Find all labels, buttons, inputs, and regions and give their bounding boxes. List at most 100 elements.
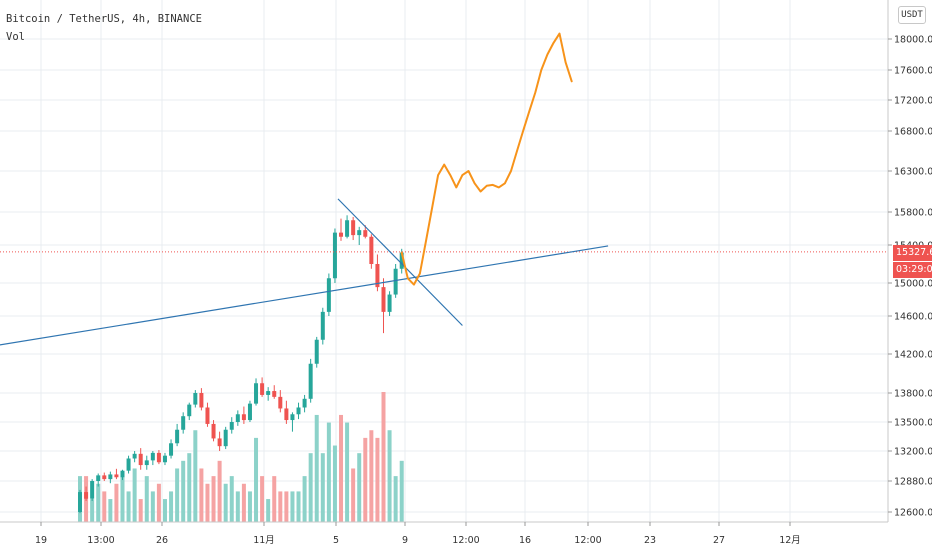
price-tick-label: 18000.00 xyxy=(894,35,932,46)
candle-body xyxy=(369,236,374,264)
volume-bar xyxy=(114,483,119,522)
volume-bar xyxy=(169,491,174,522)
candle-body xyxy=(217,438,222,447)
time-tick-label: 27 xyxy=(713,535,725,546)
candlesticks xyxy=(78,215,404,514)
time-tick-label: 16 xyxy=(519,535,531,546)
candle-body xyxy=(290,414,295,421)
time-tick-label: 19 xyxy=(35,535,47,546)
time-tick-label: 23 xyxy=(644,535,656,546)
volume-bar xyxy=(302,476,307,522)
candle-body xyxy=(314,339,319,364)
time-axis: 19 13:00 26 11月 5 9 12:00 16 12:00 23 27 12月 xyxy=(0,521,888,550)
volume-bar xyxy=(138,499,143,522)
price-tick-label: 15000.00 xyxy=(894,279,932,290)
trendline-falling-resistance xyxy=(337,198,463,326)
volume-bar xyxy=(229,476,234,522)
volume-bar xyxy=(156,483,161,522)
candle-body xyxy=(144,460,149,466)
candle-body xyxy=(235,414,240,422)
price-tick-label: 14600.00 xyxy=(894,312,932,323)
candle-body xyxy=(138,453,143,466)
candle-body xyxy=(332,232,337,279)
candle-body xyxy=(320,311,325,340)
price-tick-label: 13800.00 xyxy=(894,389,932,400)
candle-body xyxy=(132,453,137,459)
volume-bar xyxy=(387,430,392,522)
volume-bar xyxy=(199,468,204,522)
volume-bar xyxy=(357,453,362,522)
price-tick-label: 12600.00 xyxy=(894,508,932,519)
candle-body xyxy=(114,474,119,478)
time-tick-label: 13:00 xyxy=(87,535,114,546)
candle-body xyxy=(241,414,246,421)
candle-body xyxy=(193,393,198,405)
volume-bar xyxy=(144,476,149,522)
time-tick-label: 12:00 xyxy=(574,535,601,546)
candle-body xyxy=(229,422,234,430)
candle-body xyxy=(187,404,192,417)
candle-body xyxy=(260,383,265,395)
volume-bar xyxy=(278,491,283,522)
volume-bar xyxy=(150,491,155,522)
volume-bar xyxy=(254,437,259,522)
time-tick-label: 26 xyxy=(156,535,168,546)
candle-body xyxy=(150,452,155,461)
projection-path xyxy=(400,32,573,286)
volume-bar xyxy=(162,499,167,522)
candle-body xyxy=(393,268,398,295)
volume-bar xyxy=(108,499,113,522)
volume-bar xyxy=(393,476,398,522)
trendline-rising-support xyxy=(0,245,609,346)
volume-bar xyxy=(96,483,101,522)
price-tick-label: 14200.00 xyxy=(894,350,932,361)
drawings xyxy=(0,32,888,346)
volume-bar xyxy=(369,430,374,522)
candle-body xyxy=(399,252,404,269)
volume-bar xyxy=(296,491,301,522)
volume-bar xyxy=(132,468,137,522)
candle-body xyxy=(247,403,252,421)
volume-bar xyxy=(181,460,186,522)
volume-bar xyxy=(351,468,356,522)
volume-bar xyxy=(90,499,95,522)
volume-bar xyxy=(205,483,210,522)
currency-badge[interactable]: USDT xyxy=(898,6,926,24)
candle-body xyxy=(84,492,89,499)
time-tick-label: 12:00 xyxy=(452,535,479,546)
volume-indicator-label[interactable]: Vol xyxy=(6,31,25,43)
candle-body xyxy=(126,458,131,471)
time-tick-label: 9 xyxy=(402,535,408,546)
candle-body xyxy=(296,407,301,415)
volume-bar xyxy=(308,453,313,522)
candle-body xyxy=(199,393,204,408)
time-tick-label: 11月 xyxy=(253,535,275,546)
volume-bar xyxy=(332,445,337,522)
candle-body xyxy=(223,429,228,447)
volume-bar xyxy=(120,476,125,522)
candle-body xyxy=(254,383,259,404)
candle-body xyxy=(169,443,174,456)
candle-body xyxy=(90,481,95,499)
price-tick-label: 17200.00 xyxy=(894,96,932,107)
volume-bar xyxy=(290,491,295,522)
time-tick-label: 12月 xyxy=(779,535,801,546)
candle-body xyxy=(156,452,161,463)
candle-body xyxy=(181,416,186,430)
candle-body xyxy=(175,429,180,444)
symbol-title[interactable]: Bitcoin / TetherUS, 4h, BINANCE xyxy=(6,13,202,25)
volume-bar xyxy=(266,499,271,522)
candle-body xyxy=(278,396,283,409)
candle-body xyxy=(308,363,313,399)
volume-bar xyxy=(223,483,228,522)
volume-bar xyxy=(126,491,131,522)
volume-bar xyxy=(272,476,277,522)
volume-bar xyxy=(314,414,319,522)
volume-bar xyxy=(320,453,325,522)
price-tick-label: 16800.00 xyxy=(894,127,932,138)
volume-bar xyxy=(375,437,380,522)
chart-legend: Bitcoin / TetherUS, 4h, BINANCE Vol xyxy=(6,10,202,46)
candle-body xyxy=(120,470,125,478)
